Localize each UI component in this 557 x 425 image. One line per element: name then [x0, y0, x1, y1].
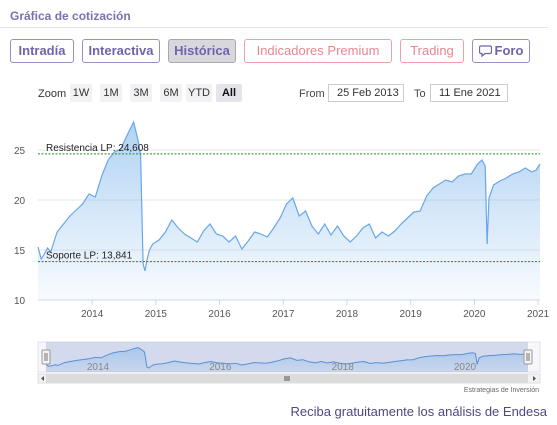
y-tick-label: 10: [14, 296, 26, 307]
zoom-ytd-button[interactable]: YTD: [186, 84, 212, 102]
y-axis-ticks: 10 15 20 25: [14, 146, 26, 307]
price-chart[interactable]: Resistencia LP: 24,608 Soporte LP: 13,841…: [0, 0, 557, 400]
tab-indicadores-premium[interactable]: Indicadores Premium: [244, 39, 392, 63]
navigator-tick-label: 2018: [332, 362, 355, 373]
chat-bubble-icon: [478, 45, 492, 57]
zoom-all-button[interactable]: All: [216, 84, 242, 102]
navigator-tick-label: 2020: [454, 362, 477, 373]
footer-cta[interactable]: Reciba gratuitamente los análisis de End…: [290, 404, 547, 419]
price-series-line: [37, 120, 541, 272]
navigator-line: [45, 346, 529, 369]
zoom-1m-button[interactable]: 1M: [100, 84, 122, 102]
x-tick-label: 2019: [400, 309, 423, 320]
chart-annotations: Resistencia LP: 24,608 Soporte LP: 13,841: [38, 143, 540, 263]
zoom-3m-button[interactable]: 3M: [130, 84, 152, 102]
x-tick-label: 2014: [81, 309, 104, 320]
tab-interactiva[interactable]: Interactiva: [82, 39, 160, 63]
tab-historica[interactable]: Histórica: [168, 39, 236, 63]
x-axis-ticks: 2014 2015 2016 2017 2018 2019 2020 2021: [38, 299, 550, 320]
range-to-input[interactable]: 11 Ene 2021: [430, 84, 508, 102]
page-title: Gráfica de cotización: [10, 9, 131, 23]
x-tick-label: 2018: [336, 309, 359, 320]
tab-trading[interactable]: Trading: [400, 39, 464, 63]
x-tick-label: 2017: [272, 309, 295, 320]
zoom-1w-button[interactable]: 1W: [70, 84, 92, 102]
scroll-left-arrow-icon[interactable]: [41, 376, 44, 381]
price-area-fill: [38, 122, 540, 300]
range-to-label: To: [414, 88, 426, 100]
support-label: Soporte LP: 13,841: [46, 251, 133, 262]
x-tick-label: 2016: [208, 309, 231, 320]
y-tick-label: 20: [14, 196, 26, 207]
navigator-tick-label: 2014: [87, 362, 110, 373]
chart-area-layer: [37, 120, 541, 300]
tab-foro[interactable]: Foro: [472, 39, 530, 63]
y-tick-label: 15: [14, 246, 26, 257]
tab-intradia[interactable]: Intradía: [10, 39, 74, 63]
zoom-6m-button[interactable]: 6M: [160, 84, 182, 102]
resistance-label: Resistencia LP: 24,608: [46, 143, 149, 154]
x-tick-label: 2015: [145, 309, 168, 320]
title-divider: [0, 27, 548, 28]
x-tick-label: 2021: [527, 309, 550, 320]
range-from-label: From: [299, 88, 325, 100]
chart-credit[interactable]: Estrategias de Inversión: [463, 387, 539, 394]
navigator-area: [46, 347, 528, 372]
y-tick-label: 25: [14, 146, 26, 157]
navigator-left-handle[interactable]: [41, 349, 51, 365]
navigator-tick-label: 2016: [209, 362, 232, 373]
navigator-right-handle[interactable]: [523, 349, 533, 365]
navigator[interactable]: 2014 2016 2018 2020: [37, 341, 541, 384]
zoom-label: Zoom: [38, 88, 67, 100]
tab-foro-label: Foro: [494, 43, 524, 58]
x-tick-label: 2020: [463, 309, 486, 320]
range-from-input[interactable]: 25 Feb 2013: [328, 84, 404, 102]
scroll-right-arrow-icon[interactable]: [533, 376, 536, 381]
